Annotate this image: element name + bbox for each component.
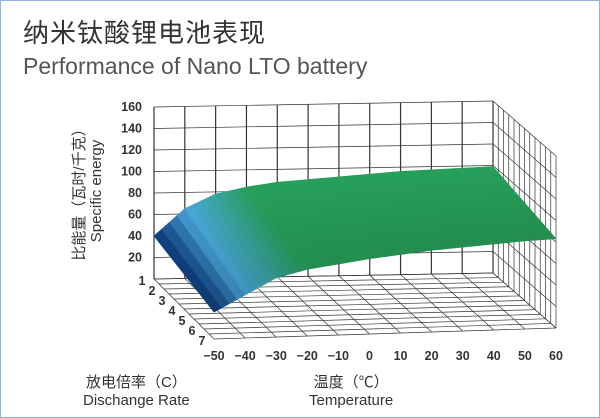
temperature-tick-label: 30 xyxy=(456,349,470,363)
temperature-tick-label: −40 xyxy=(234,349,255,363)
chart-title-cn: 纳米钛酸锂电池表现 xyxy=(23,19,267,49)
right-wall-grid-line xyxy=(492,122,557,178)
temperature-tick-label: 20 xyxy=(425,349,439,363)
temperature-axis-label-cn: 温度（℃） xyxy=(313,374,389,391)
right-wall-grid-line xyxy=(492,251,557,307)
temperature-tick-label: 60 xyxy=(549,349,563,363)
rate-tick-label: 3 xyxy=(159,294,166,308)
z-axis-label: 比能量（瓦时/千克） Specific energy xyxy=(71,106,105,276)
back-wall-grid-line xyxy=(153,143,494,151)
rate-tick-label: 6 xyxy=(189,324,196,338)
temperature-tick-label: 10 xyxy=(394,349,408,363)
floor-grid-line xyxy=(193,309,536,320)
z-axis-label-en: Specific energy xyxy=(88,139,105,243)
right-wall-grid-line xyxy=(492,100,557,157)
z-tick-label: 40 xyxy=(128,229,142,243)
right-wall-grid-line xyxy=(492,143,557,200)
temperature-tick-label: −10 xyxy=(328,349,349,363)
floor-grid-line xyxy=(178,295,520,305)
temperature-tick-label: −20 xyxy=(297,349,318,363)
rate-axis-label-cn: 放电倍率（C） xyxy=(85,374,187,391)
rate-axis-label: 放电倍率（C） Dischange Rate xyxy=(83,371,190,409)
temperature-tick-label: −30 xyxy=(266,349,287,363)
right-wall-grid-line xyxy=(492,165,557,221)
floor-grid-line xyxy=(208,323,551,335)
back-wall-grid-line xyxy=(153,100,494,108)
surface-cell xyxy=(542,232,557,240)
temperature-tick-label: 50 xyxy=(518,349,532,363)
floor-grid-line xyxy=(198,313,541,325)
chart-title-en: Performance of Nano LTO battery xyxy=(23,53,368,79)
z-tick-label: 100 xyxy=(121,165,142,179)
rate-axis-label-en: Dischange Rate xyxy=(83,392,190,409)
floor-grid-line xyxy=(183,300,525,310)
z-tick-label: 20 xyxy=(128,251,142,265)
temperature-tick-label: 40 xyxy=(487,349,501,363)
z-tick-label: 80 xyxy=(128,186,142,200)
z-axis-label-cn: 比能量（瓦时/千克） xyxy=(71,121,88,261)
temperature-tick-label: 0 xyxy=(366,349,373,363)
rate-tick-label: 7 xyxy=(199,334,206,348)
z-tick-label: 120 xyxy=(121,143,142,157)
back-wall-grid-line xyxy=(153,122,494,129)
right-wall-grid-line xyxy=(492,272,557,329)
temperature-axis-label: 温度（℃） Temperature xyxy=(309,371,393,409)
rate-tick-label: 2 xyxy=(149,284,156,298)
floor-grid-line xyxy=(188,304,530,315)
floor-grid-line xyxy=(213,327,557,340)
rate-tick-label: 4 xyxy=(169,304,176,318)
z-tick-label: 140 xyxy=(121,122,142,136)
temperature-tick-label: −50 xyxy=(203,349,224,363)
z-tick-label: 160 xyxy=(121,100,142,114)
back-wall-grid-line xyxy=(153,165,494,172)
rate-tick-label: 1 xyxy=(139,274,146,288)
temperature-axis-label-en: Temperature xyxy=(309,392,394,409)
z-tick-label: 60 xyxy=(128,208,142,222)
floor-grid-line xyxy=(203,318,546,330)
rate-tick-label: 5 xyxy=(179,314,186,328)
